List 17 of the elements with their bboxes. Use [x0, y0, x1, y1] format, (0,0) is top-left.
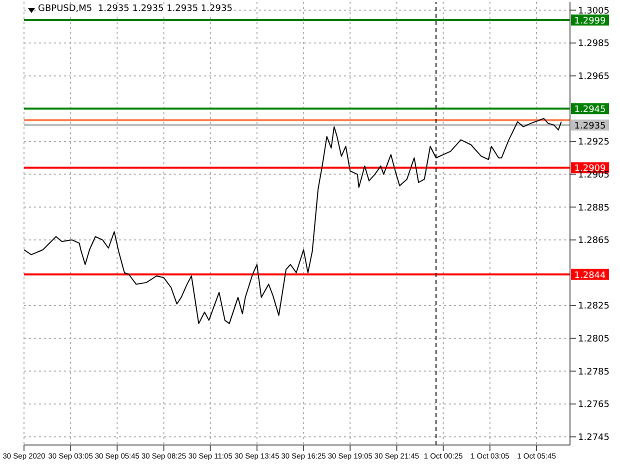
y-tick-label: 1.2905 [578, 170, 610, 180]
ref-line-label: 1.2844 [574, 270, 606, 281]
ref-line-label: 1.2935 [574, 122, 606, 132]
y-tick-label: 1.2925 [578, 138, 610, 148]
ref-line-label: 1.2999 [574, 16, 606, 27]
ref-line-label: 1.2945 [574, 105, 606, 116]
chart-title: GBPUSD,M5 1.2935 1.2935 1.2935 1.2935 [38, 4, 232, 14]
y-tick-label: 1.2745 [578, 432, 610, 443]
y-tick-label: 1.2985 [578, 39, 610, 50]
y-tick-label: 1.2765 [578, 400, 610, 410]
y-tick-label: 1.2885 [578, 203, 610, 214]
y-tick-label: 1.3005 [578, 6, 610, 16]
y-tick-label: 1.2965 [578, 72, 610, 82]
y-tick-label: 1.2785 [578, 367, 610, 378]
y-tick-label: 1.2865 [578, 236, 610, 246]
y-tick-label: 1.2805 [578, 334, 610, 345]
y-tick-label: 1.2825 [578, 302, 610, 312]
